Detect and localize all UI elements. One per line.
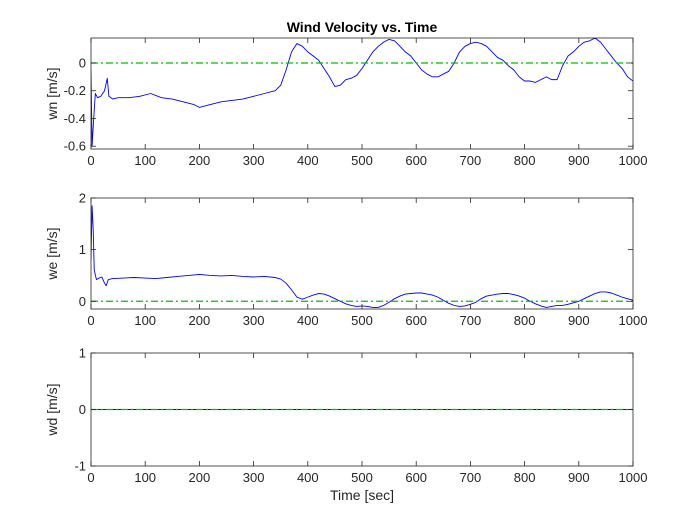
series-group bbox=[91, 205, 633, 308]
y-tick-label-1: 0 bbox=[79, 402, 86, 417]
x-tick-label-100: 100 bbox=[134, 153, 156, 168]
x-tick-label-500: 500 bbox=[351, 313, 373, 328]
x-tick-label-1000: 1000 bbox=[619, 153, 648, 168]
x-tick-label-100: 100 bbox=[134, 470, 156, 485]
x-tick-label-600: 600 bbox=[405, 313, 427, 328]
series-line-1 bbox=[91, 38, 633, 147]
x-tick-label-300: 300 bbox=[243, 470, 265, 485]
y-tick-label-2: 2 bbox=[79, 191, 86, 206]
chart-2: 0 100 200 300 400 500 600 700 800 900 1000 0 1 2 we [m… bbox=[44, 191, 647, 329]
x-tick-label-0: 0 bbox=[87, 470, 94, 485]
x-tick-label-0: 0 bbox=[87, 313, 94, 328]
y-axis-label: wd [m/s] bbox=[44, 383, 60, 436]
x-tick-label-700: 700 bbox=[460, 470, 482, 485]
chart-1: 0 100 200 300 400 500 600 700 800 900 1000 0 -0.2 -0.… bbox=[44, 19, 647, 168]
x-tick-label-500: 500 bbox=[351, 153, 373, 168]
plot-area bbox=[91, 198, 633, 309]
y-axis-label: wn [m/s] bbox=[44, 67, 60, 120]
y-tick-label-1: -0.2 bbox=[64, 83, 86, 98]
y-tick-label-0: 0 bbox=[79, 55, 86, 70]
y-tick-label-0: 1 bbox=[79, 346, 86, 361]
x-tick-label-800: 800 bbox=[514, 470, 536, 485]
x-tick-label-300: 300 bbox=[243, 153, 265, 168]
x-tick-label-400: 400 bbox=[297, 153, 319, 168]
x-tick-label-200: 200 bbox=[189, 153, 211, 168]
y-axis-label: we [m/s] bbox=[44, 227, 60, 280]
x-tick-label-1000: 1000 bbox=[619, 313, 648, 328]
chart-title: Wind Velocity vs. Time bbox=[287, 19, 438, 35]
x-tick-label-900: 900 bbox=[568, 470, 590, 485]
x-tick-label-800: 800 bbox=[514, 313, 536, 328]
x-tick-label-100: 100 bbox=[134, 313, 156, 328]
x-tick-label-1000: 1000 bbox=[619, 470, 648, 485]
charts-container: 0 100 200 300 400 500 600 700 800 900 10000-0.2-0.… bbox=[44, 19, 647, 503]
y-tick-label-3: -0.6 bbox=[64, 139, 86, 154]
y-tick-label-1: 1 bbox=[79, 242, 86, 257]
x-tick-label-800: 800 bbox=[514, 153, 536, 168]
y-tick-label-0: 0 bbox=[79, 294, 86, 309]
x-tick-label-900: 900 bbox=[568, 313, 590, 328]
x-tick-label-400: 400 bbox=[297, 313, 319, 328]
x-tick-label-300: 300 bbox=[243, 313, 265, 328]
x-tick-label-0: 0 bbox=[87, 153, 94, 168]
x-tick-label-200: 200 bbox=[189, 470, 211, 485]
x-tick-label-200: 200 bbox=[189, 313, 211, 328]
x-tick-label-700: 700 bbox=[460, 153, 482, 168]
plot-area bbox=[91, 38, 633, 149]
series-line-1 bbox=[91, 205, 633, 308]
y-tick-label-2: -1 bbox=[74, 459, 86, 474]
x-tick-label-600: 600 bbox=[405, 153, 427, 168]
x-tick-label-700: 700 bbox=[460, 313, 482, 328]
series-group bbox=[91, 38, 633, 147]
x-tick-label-600: 600 bbox=[405, 470, 427, 485]
y-tick-label-2: -0.4 bbox=[64, 111, 86, 126]
x-axis-label: Time [sec] bbox=[330, 487, 394, 503]
x-tick-label-900: 900 bbox=[568, 153, 590, 168]
x-tick-label-500: 500 bbox=[351, 470, 373, 485]
x-tick-label-400: 400 bbox=[297, 470, 319, 485]
